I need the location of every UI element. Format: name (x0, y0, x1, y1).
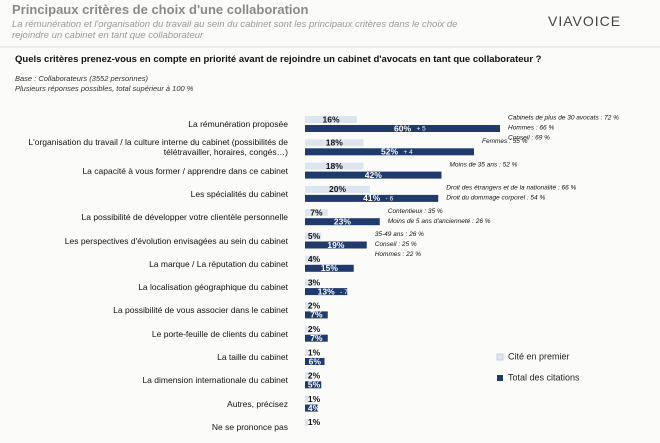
page-title: Principaux critères de choix d'une colla… (12, 2, 309, 17)
legend-label: Cité en premier (508, 351, 570, 361)
side-note: Cabinets de plus de 30 avocats : 72 % (508, 115, 619, 122)
bar (305, 381, 322, 389)
bar (305, 162, 364, 170)
bar (305, 241, 367, 249)
side-note: Conseil : 25 % (375, 241, 417, 248)
bar (305, 264, 354, 272)
category-label: La marque / La réputation du cabinet (149, 258, 288, 269)
category-label: Les spécialités du cabinet (190, 188, 288, 199)
bar (305, 194, 439, 202)
value-label: 2% (308, 301, 321, 311)
delta-label: + 5 (417, 126, 427, 133)
category-label: La capacité à vous former / apprendre da… (82, 165, 288, 176)
value-label: 4% (308, 403, 321, 413)
category-label: La localisation géographique du cabinet (138, 282, 288, 293)
bar (305, 404, 318, 412)
bar (305, 279, 315, 287)
side-note: Moins de 5 ans d'ancienneté : 26 % (388, 218, 491, 225)
value-label: 4% (308, 254, 321, 264)
bar (305, 171, 442, 179)
value-label: 5% (308, 380, 321, 390)
value-label: 19% (327, 240, 344, 250)
delta-label: - 7 (340, 289, 348, 296)
bar (305, 288, 348, 296)
subtitle: La rémunération et l'organisation du tra… (12, 19, 458, 41)
side-note: 35-49 ans : 26 % (375, 231, 424, 238)
delta-label: + 4 (404, 149, 414, 156)
bar (305, 185, 370, 193)
value-label: 3% (308, 277, 321, 287)
value-label: 42% (365, 170, 382, 180)
side-note: Conseil : 69 % (508, 135, 550, 142)
value-label: 18% (326, 138, 343, 148)
value-label: 2% (308, 371, 321, 381)
value-label: 13% (318, 286, 335, 296)
category-label: La taille du cabinet (217, 352, 288, 362)
legend-swatch (497, 375, 503, 381)
logo: VIAVOICE (548, 13, 622, 29)
value-label: 1% (308, 417, 321, 427)
bar (305, 334, 328, 342)
value-label: 1% (308, 394, 321, 404)
side-note: Hommes : 22 % (375, 251, 421, 258)
base-note: Plusieurs réponses possibles, total supé… (15, 84, 194, 93)
delta-label: - 6 (386, 196, 394, 203)
value-label: 15% (321, 263, 338, 273)
category-label: La dimension internationale du cabinet (142, 375, 288, 386)
side-note: Contentieux : 35 % (388, 208, 443, 215)
value-label: 60% (394, 123, 411, 133)
value-label: 23% (334, 216, 351, 226)
bar (305, 372, 312, 380)
bar (305, 395, 309, 403)
bar (305, 255, 318, 263)
side-note: Hommes : 66 % (508, 125, 554, 132)
value-label: 7% (310, 207, 323, 217)
side-note: Droit des étrangers et de la nationalité… (446, 185, 576, 192)
bar (305, 349, 309, 356)
value-label: 6% (309, 356, 322, 366)
value-label: 20% (329, 184, 346, 194)
bar (305, 418, 309, 426)
value-label: 7% (310, 310, 323, 320)
side-note: Femmes : 55 % (482, 138, 528, 145)
value-label: 52% (381, 147, 398, 157)
bar (305, 311, 328, 319)
legend-swatch (496, 353, 504, 361)
value-label: 1% (308, 347, 321, 357)
base-note: Base : Collaborateurs (3552 personnes) (15, 74, 148, 83)
category-label: Le porte-feuille de clients du cabinet (151, 328, 288, 339)
bar (305, 209, 328, 217)
category-label: Ne se prononce pas (211, 421, 288, 432)
bar (305, 116, 357, 123)
category-label: Autres, précisez (227, 398, 288, 409)
question: Quels critères prenez-vous en compte en … (15, 54, 542, 65)
bar (305, 302, 312, 310)
bar (305, 125, 500, 132)
category-label: La possibilité de vous associer dans le … (113, 305, 288, 316)
side-note: Droit du dommage corporel : 54 % (446, 195, 545, 202)
bar (305, 358, 325, 365)
category-label: La rémunération proposée (188, 119, 288, 129)
bar (305, 139, 364, 147)
category-label: Les perspectives d'évolution envisagées … (64, 235, 288, 246)
side-note: Moins de 35 ans : 52 % (450, 161, 518, 168)
value-label: 16% (322, 114, 339, 124)
value-label: 41% (363, 193, 380, 203)
legend-label: Total des citations (508, 372, 580, 382)
bar (305, 325, 312, 333)
value-label: 5% (308, 231, 321, 241)
bar (305, 148, 474, 156)
bar (305, 232, 322, 240)
value-label: 18% (326, 161, 343, 171)
bar (305, 218, 380, 226)
category-label: L'organisation du travail / la culture i… (28, 137, 288, 158)
value-label: 7% (310, 333, 323, 343)
value-label: 2% (308, 324, 321, 334)
category-label: La possibilité de développer votre clien… (81, 212, 289, 223)
